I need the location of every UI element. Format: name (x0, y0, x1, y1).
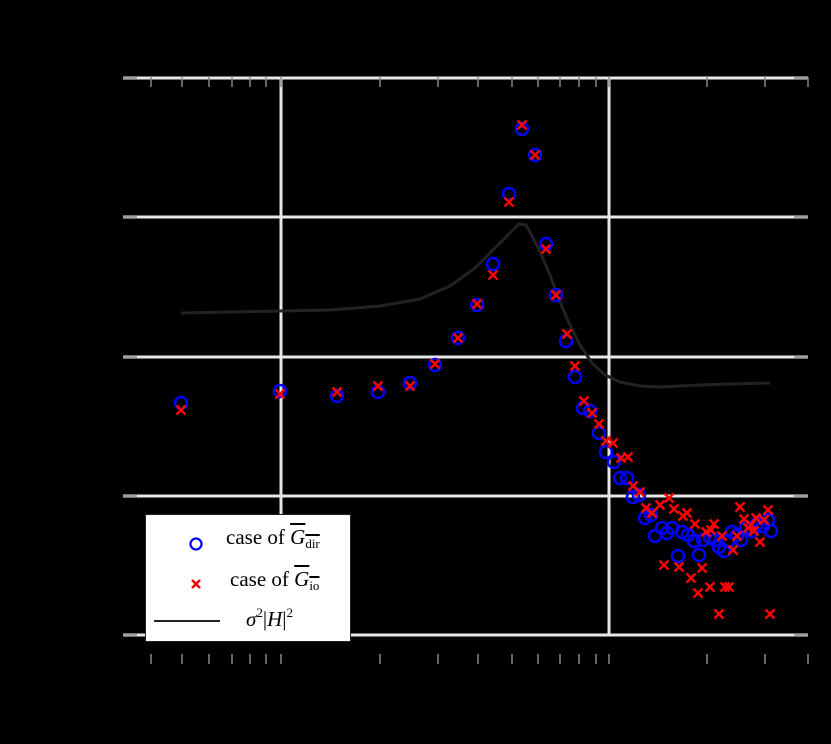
data-point (529, 149, 541, 161)
data-point (175, 404, 187, 416)
data-point (691, 547, 707, 563)
data-point (692, 587, 704, 599)
data-point (329, 388, 345, 404)
data-point (561, 328, 573, 340)
data-point (516, 119, 528, 131)
data-point (646, 507, 658, 519)
data-point (634, 486, 646, 498)
data-point (527, 147, 543, 163)
data-point (713, 608, 725, 620)
data-point (663, 492, 675, 504)
data-point (548, 287, 564, 303)
data-point (689, 518, 701, 530)
data-point (750, 512, 762, 524)
data-point (402, 375, 418, 391)
data-point (748, 525, 760, 537)
series-sigma-h-line (180, 222, 771, 389)
data-point (550, 289, 562, 301)
data-point (686, 533, 702, 549)
data-point (272, 383, 288, 399)
data-point (606, 454, 622, 470)
data-point (487, 269, 499, 281)
data-point (514, 121, 530, 137)
data-point (593, 418, 605, 430)
data-point (582, 403, 598, 419)
legend-entry-sigma-h: σ2|H|2 (146, 605, 350, 645)
grid-lines (123, 76, 808, 637)
data-point (758, 514, 770, 526)
data-point (763, 523, 779, 539)
data-point (673, 561, 685, 573)
data-point (681, 507, 693, 519)
data-point (708, 518, 720, 530)
data-point (501, 186, 517, 202)
legend-label-g-dir: case of Gdir (226, 525, 320, 551)
data-point (631, 487, 647, 503)
data-point (485, 256, 501, 272)
legend-entry-g-io: case of Gio (146, 563, 350, 603)
data-point (622, 451, 634, 463)
data-point (450, 330, 466, 346)
data-point (607, 437, 619, 449)
data-point (540, 243, 552, 255)
data-point (723, 581, 735, 593)
data-point (591, 425, 607, 441)
legend-entry-g-dir: case of Gdir (146, 521, 350, 561)
data-point (668, 503, 680, 515)
data-point (716, 530, 728, 542)
data-point (586, 407, 598, 419)
legend-label-sigma-h: σ2|H|2 (246, 605, 293, 631)
data-point (643, 507, 659, 523)
data-point (372, 380, 384, 392)
data-point (567, 369, 583, 385)
data-point (469, 297, 485, 313)
data-point (471, 298, 483, 310)
data-point (404, 380, 416, 392)
series-g-io-crosses (175, 119, 776, 620)
data-point (503, 196, 515, 208)
data-point (754, 536, 766, 548)
data-point (705, 524, 717, 536)
data-point (733, 532, 749, 548)
data-point (719, 581, 731, 593)
data-point (685, 572, 697, 584)
data-point (727, 544, 739, 556)
data-point (452, 332, 464, 344)
data-point (745, 519, 757, 531)
x-marker-icon (191, 579, 201, 589)
data-point (731, 530, 743, 542)
data-point (670, 548, 686, 564)
data-point (764, 608, 776, 620)
data-point (647, 528, 663, 544)
legend-label-g-io: case of Gio (230, 567, 320, 593)
data-point (598, 444, 614, 460)
data-point (370, 384, 386, 400)
data-point (704, 581, 716, 593)
data-point (619, 470, 635, 486)
data-point (612, 470, 628, 486)
data-point (734, 501, 746, 513)
data-point (578, 395, 590, 407)
data-point (274, 388, 286, 400)
data-point (429, 358, 441, 370)
data-point (427, 357, 443, 373)
data-point (696, 562, 708, 574)
line-marker-icon (154, 620, 220, 622)
legend: case of Gdir case of Gio σ2|H|2 (145, 514, 351, 642)
circle-marker-icon (189, 537, 203, 551)
data-point (600, 435, 612, 447)
data-point (654, 499, 666, 511)
data-point (658, 559, 670, 571)
axis-ticks (150, 77, 809, 664)
data-point (331, 386, 343, 398)
data-point (762, 504, 774, 516)
data-point (569, 360, 581, 372)
